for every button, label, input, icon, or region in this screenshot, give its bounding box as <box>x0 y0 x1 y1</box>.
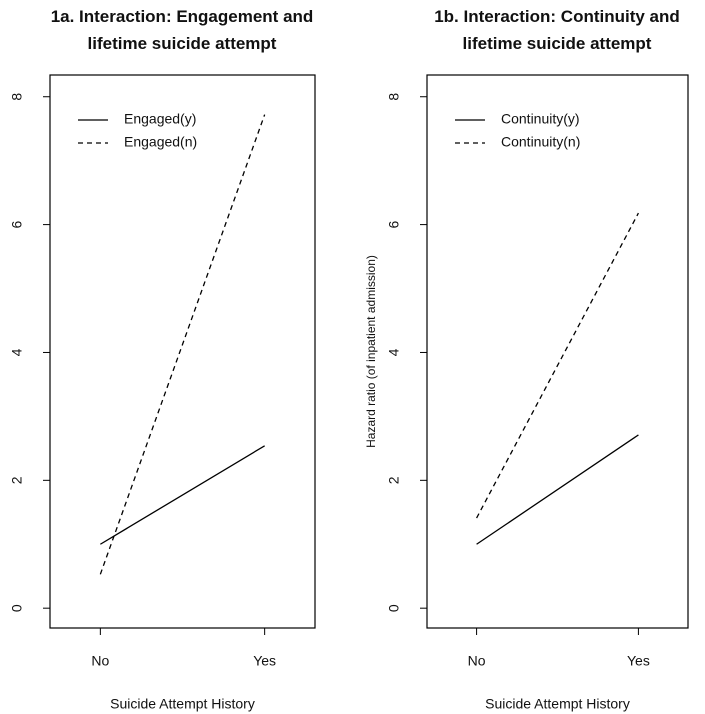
legend-label: Continuity(y) <box>501 111 580 127</box>
title-line: lifetime suicide attempt <box>463 34 652 53</box>
data-line <box>99 114 266 575</box>
y-axis-label: Hazard ratio (of inpatient admission) <box>364 255 378 448</box>
chart-title: 1b. Interaction: Continuity and lifetime … <box>434 7 680 53</box>
y-tick-label: 0 <box>9 604 25 612</box>
y-tick-label: 4 <box>386 348 402 356</box>
y-tick-label: 6 <box>386 220 402 228</box>
y-tick-label: 2 <box>386 476 402 484</box>
data-line <box>476 434 639 545</box>
x-tick-label: Yes <box>627 653 650 669</box>
y-tick-label: 6 <box>9 220 25 228</box>
data-line <box>476 212 639 519</box>
legend-label: Engaged(y) <box>124 111 196 127</box>
legend-label: Engaged(n) <box>124 134 197 150</box>
y-tick-label: 8 <box>9 93 25 101</box>
y-tick-label: 2 <box>9 476 25 484</box>
plot-frame <box>49 74 316 629</box>
x-tick-label: No <box>91 653 109 669</box>
y-tick-label: 8 <box>386 93 402 101</box>
x-tick-label: Yes <box>253 653 276 669</box>
x-axis-label: Suicide Attempt History <box>485 696 630 712</box>
data-line <box>100 445 265 545</box>
y-tick-label: 4 <box>9 348 25 356</box>
y-tick-label: 0 <box>386 604 402 612</box>
chart-title: 1a. Interaction: Engagement and lifetime … <box>51 7 314 53</box>
title-line: 1b. Interaction: Continuity and <box>434 7 680 26</box>
plot-frame <box>426 74 689 629</box>
legend-label: Continuity(n) <box>501 134 580 150</box>
title-line: 1a. Interaction: Engagement and <box>51 7 314 26</box>
title-line: lifetime suicide attempt <box>88 34 277 53</box>
x-axis-label: Suicide Attempt History <box>110 696 255 712</box>
x-tick-label: No <box>468 653 486 669</box>
